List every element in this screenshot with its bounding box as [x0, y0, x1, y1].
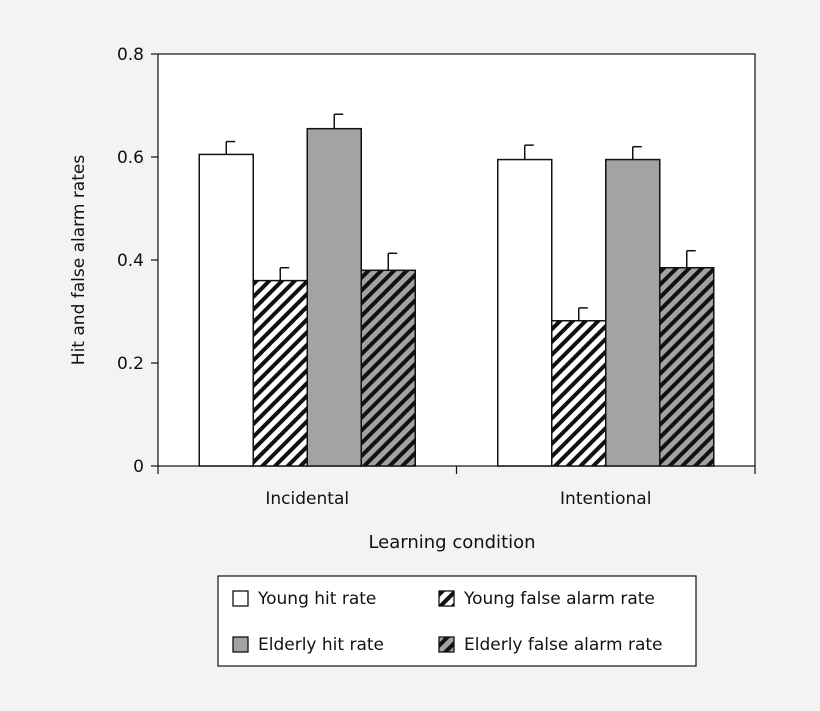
y-tick-label: 0.2	[117, 354, 144, 374]
legend: Young hit rate Young false alarm rate Elde…	[217, 575, 697, 667]
x-axis-label: Learning condition	[368, 532, 535, 553]
bar	[360, 269, 416, 467]
bar	[605, 158, 661, 467]
bar	[198, 153, 254, 467]
x-tick-label: Incidental	[265, 489, 349, 509]
legend-label: Young false alarm rate	[463, 589, 655, 609]
bars-group	[198, 113, 715, 467]
y-tick-label: 0.6	[117, 148, 144, 168]
legend-swatch	[232, 636, 249, 653]
legend-label: Elderly false alarm rate	[464, 635, 662, 655]
bar	[551, 320, 607, 467]
legend-swatch	[438, 590, 455, 607]
legend-swatch	[438, 636, 455, 653]
y-tick-label: 0.4	[117, 251, 144, 271]
legend-swatch	[232, 590, 249, 607]
bar	[497, 158, 553, 467]
bar	[306, 127, 362, 467]
y-tick-label: 0.8	[117, 45, 144, 65]
y-axis-label: Hit and false alarm rates	[69, 155, 89, 366]
x-tick-label: Intentional	[560, 489, 651, 509]
y-tick-label: 0	[133, 457, 144, 477]
legend-label: Young hit rate	[257, 589, 376, 609]
legend-box	[217, 575, 697, 667]
legend-label: Elderly hit rate	[258, 635, 384, 655]
bar	[659, 266, 715, 467]
bar	[252, 279, 308, 467]
axes-group: 0 0.2 0.4 0.6 0.8 Incidental Intentional	[117, 45, 756, 509]
